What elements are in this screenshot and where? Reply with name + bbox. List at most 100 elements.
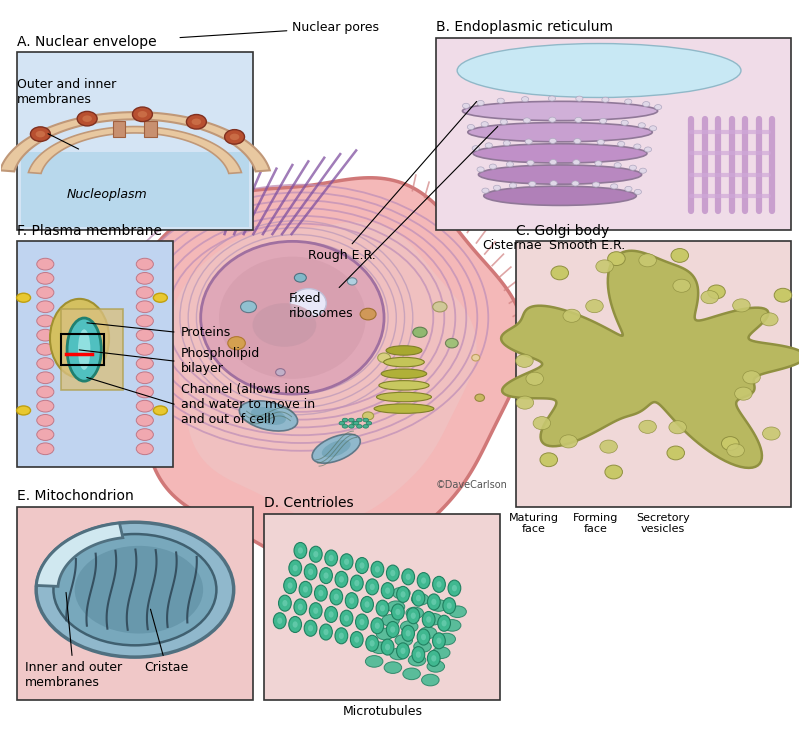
Ellipse shape	[446, 602, 452, 609]
Ellipse shape	[82, 115, 92, 122]
Ellipse shape	[370, 640, 374, 647]
Text: A. Nuclear envelope: A. Nuclear envelope	[18, 34, 157, 49]
Ellipse shape	[385, 588, 390, 593]
Text: D. Centrioles: D. Centrioles	[265, 496, 354, 510]
Ellipse shape	[522, 96, 529, 101]
Ellipse shape	[387, 601, 405, 612]
Ellipse shape	[357, 425, 362, 428]
Ellipse shape	[362, 412, 374, 420]
Ellipse shape	[136, 415, 154, 426]
Ellipse shape	[314, 585, 327, 601]
Ellipse shape	[671, 248, 689, 262]
Ellipse shape	[482, 188, 489, 193]
Ellipse shape	[472, 146, 479, 151]
Ellipse shape	[282, 600, 287, 607]
Ellipse shape	[402, 569, 414, 585]
Ellipse shape	[586, 299, 603, 312]
Ellipse shape	[413, 327, 427, 337]
Text: Fixed
ribosomes: Fixed ribosomes	[288, 126, 498, 320]
Ellipse shape	[354, 637, 359, 642]
Ellipse shape	[449, 606, 466, 618]
Ellipse shape	[340, 554, 353, 570]
Ellipse shape	[416, 651, 421, 658]
Ellipse shape	[433, 301, 447, 312]
Ellipse shape	[533, 417, 550, 430]
Ellipse shape	[386, 621, 399, 637]
Ellipse shape	[136, 358, 154, 369]
Ellipse shape	[352, 421, 358, 425]
Ellipse shape	[329, 611, 334, 618]
Ellipse shape	[478, 165, 642, 184]
Ellipse shape	[349, 425, 354, 428]
Ellipse shape	[408, 654, 426, 666]
Ellipse shape	[363, 425, 369, 428]
Ellipse shape	[597, 139, 604, 145]
Ellipse shape	[630, 165, 637, 170]
Ellipse shape	[366, 635, 378, 651]
Ellipse shape	[386, 346, 422, 356]
Ellipse shape	[294, 273, 306, 282]
Ellipse shape	[37, 358, 54, 369]
Ellipse shape	[427, 661, 445, 672]
Ellipse shape	[339, 421, 345, 425]
Ellipse shape	[436, 637, 442, 644]
Ellipse shape	[433, 633, 446, 649]
Ellipse shape	[136, 372, 154, 384]
Ellipse shape	[289, 617, 302, 632]
Ellipse shape	[438, 615, 450, 631]
Ellipse shape	[484, 186, 636, 205]
Ellipse shape	[563, 310, 581, 323]
Ellipse shape	[448, 580, 461, 596]
Ellipse shape	[342, 425, 348, 428]
Ellipse shape	[516, 354, 534, 367]
Ellipse shape	[406, 630, 410, 637]
Ellipse shape	[335, 628, 348, 644]
Text: Cisternae: Cisternae	[482, 239, 542, 252]
Text: Proteins: Proteins	[181, 326, 231, 339]
Ellipse shape	[322, 440, 350, 458]
Ellipse shape	[596, 260, 614, 273]
Ellipse shape	[503, 141, 510, 146]
Ellipse shape	[136, 287, 154, 299]
Ellipse shape	[395, 609, 401, 615]
Ellipse shape	[251, 407, 286, 425]
Ellipse shape	[377, 392, 431, 402]
Bar	[145, 121, 158, 137]
Text: Rough E.R.: Rough E.R.	[308, 101, 477, 261]
Ellipse shape	[325, 550, 338, 566]
Ellipse shape	[340, 610, 353, 626]
Ellipse shape	[354, 421, 359, 425]
Ellipse shape	[365, 602, 370, 607]
Ellipse shape	[540, 453, 558, 466]
Polygon shape	[29, 126, 242, 174]
Ellipse shape	[618, 142, 625, 147]
Ellipse shape	[381, 639, 394, 655]
Ellipse shape	[361, 596, 374, 612]
Ellipse shape	[376, 600, 389, 616]
Ellipse shape	[293, 621, 298, 628]
Ellipse shape	[645, 147, 652, 152]
Ellipse shape	[136, 400, 154, 412]
Ellipse shape	[475, 394, 485, 402]
Ellipse shape	[133, 107, 153, 122]
Ellipse shape	[708, 285, 726, 299]
Ellipse shape	[346, 593, 358, 609]
Ellipse shape	[412, 590, 425, 606]
Ellipse shape	[701, 291, 718, 304]
Polygon shape	[501, 250, 800, 468]
Ellipse shape	[37, 344, 54, 356]
Ellipse shape	[430, 599, 448, 611]
Ellipse shape	[219, 257, 366, 379]
Ellipse shape	[378, 353, 390, 363]
Ellipse shape	[310, 603, 322, 619]
Ellipse shape	[574, 118, 582, 123]
Polygon shape	[124, 178, 525, 570]
Ellipse shape	[500, 120, 507, 124]
Bar	[113, 121, 126, 137]
Ellipse shape	[406, 607, 423, 619]
Polygon shape	[170, 222, 477, 522]
Ellipse shape	[610, 184, 618, 189]
Ellipse shape	[374, 623, 380, 629]
Ellipse shape	[410, 612, 416, 619]
Ellipse shape	[673, 279, 690, 292]
